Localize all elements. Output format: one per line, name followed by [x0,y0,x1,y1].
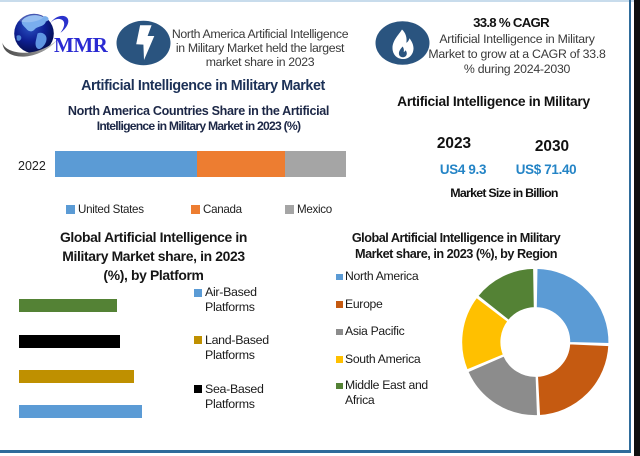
svg-text:MMR: MMR [54,33,109,57]
